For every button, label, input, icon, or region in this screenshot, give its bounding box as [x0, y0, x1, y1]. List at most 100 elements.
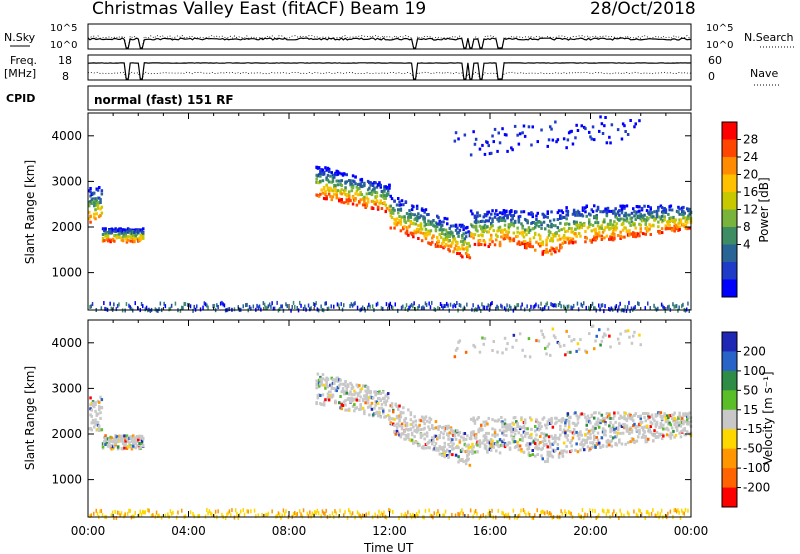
- power-cell: [610, 237, 614, 241]
- velocity-cell: [302, 508, 305, 513]
- power-cell: [605, 141, 609, 145]
- power-cell: [343, 201, 346, 205]
- power-cell: [554, 120, 557, 124]
- power-cell: [569, 240, 572, 244]
- velocity-cell: [349, 400, 352, 404]
- power-cell: [290, 308, 292, 313]
- velocity-cell: [594, 445, 597, 449]
- velocity-cell: [384, 415, 387, 418]
- velocity-cell: [119, 439, 122, 443]
- velocity-cell: [474, 436, 478, 440]
- power-cell: [491, 224, 494, 228]
- power-cell: [359, 198, 362, 202]
- velocity-cell: [532, 440, 536, 444]
- power-cell: [409, 215, 413, 219]
- power-cell: [526, 221, 529, 225]
- power-cell: [516, 226, 519, 230]
- velocity-cell: [541, 509, 543, 514]
- power-cell: [91, 197, 95, 201]
- power-cell: [90, 193, 93, 196]
- power-cell: [590, 304, 592, 309]
- velocity-cell: [655, 430, 659, 434]
- velocity-cell: [507, 512, 510, 517]
- power-cell: [113, 239, 116, 243]
- power-cell: [506, 216, 509, 219]
- power-cell: [419, 231, 423, 235]
- power-cell: [326, 173, 330, 177]
- power-cell: [393, 226, 396, 230]
- velocity-cell: [648, 415, 651, 419]
- power-cell: [246, 302, 248, 307]
- power-cell: [570, 230, 573, 234]
- power-cell: [576, 301, 579, 306]
- velocity-cell: [90, 402, 93, 405]
- power-cell: [113, 229, 116, 233]
- power-cell: [387, 189, 390, 193]
- power-cell: [449, 302, 452, 307]
- velocity-cell: [345, 408, 348, 412]
- power-cell: [183, 302, 185, 306]
- power-cell: [144, 307, 146, 312]
- power-cell: [95, 212, 98, 216]
- power-cell: [628, 300, 630, 305]
- velocity-cell: [418, 423, 421, 427]
- power-cell: [340, 179, 343, 183]
- power-cell: [116, 235, 120, 239]
- power-cell: [412, 222, 415, 226]
- power-cell: [319, 169, 322, 173]
- power-cell: [385, 185, 389, 189]
- velocity-cell: [486, 441, 489, 445]
- power-cell: [608, 209, 611, 213]
- power-cell: [664, 227, 668, 231]
- velocity-cell: [464, 437, 468, 441]
- velocity-cell: [316, 508, 319, 513]
- velocity-cell: [618, 341, 621, 345]
- power-cell: [544, 227, 547, 231]
- station-title: Christmas Valley East (fitACF): [92, 0, 345, 19]
- power-cell: [559, 301, 561, 306]
- power-cell: [115, 229, 119, 233]
- velocity-cell: [684, 507, 687, 512]
- velocity-cell: [388, 508, 390, 513]
- power-cell: [526, 228, 529, 232]
- velocity-cell: [637, 513, 639, 518]
- power-cell: [531, 215, 534, 219]
- power-cell: [424, 227, 428, 231]
- velocity-cell: [466, 434, 469, 438]
- power-cell: [428, 232, 431, 236]
- velocity-cell: [95, 428, 98, 432]
- power-cell: [444, 303, 447, 308]
- power-cell: [410, 213, 414, 216]
- velocity-cell: [90, 414, 93, 418]
- power-cell: [593, 236, 596, 240]
- velocity-cell: [613, 427, 616, 431]
- velocity-cell: [518, 513, 521, 518]
- velocity-cell: [410, 422, 414, 426]
- velocity-cell: [518, 425, 522, 429]
- power-cell: [531, 125, 534, 129]
- power-cell: [551, 239, 555, 243]
- power-cell: [684, 219, 688, 223]
- velocity-cell: [624, 442, 627, 446]
- power-cell: [314, 303, 316, 307]
- velocity-cell: [496, 350, 499, 354]
- velocity-cell: [603, 416, 606, 420]
- velocity-cell: [419, 419, 423, 423]
- velocity-cell: [340, 403, 343, 407]
- velocity-cell: [660, 508, 663, 513]
- power-cell: [110, 229, 114, 233]
- power-cell: [604, 304, 606, 309]
- power-cell: [677, 308, 679, 313]
- velocity-cell: [93, 511, 95, 516]
- power-cell: [457, 234, 460, 238]
- power-cell: [371, 304, 374, 309]
- power-cell: [551, 138, 555, 142]
- velocity-cell: [675, 418, 679, 422]
- velocity-cell: [457, 460, 460, 464]
- velocity-cell: [687, 412, 690, 416]
- power-cell: [94, 208, 97, 212]
- velocity-cell: [605, 412, 609, 415]
- velocity-cell: [658, 432, 661, 436]
- power-cell: [429, 242, 433, 246]
- power-cell: [503, 306, 506, 311]
